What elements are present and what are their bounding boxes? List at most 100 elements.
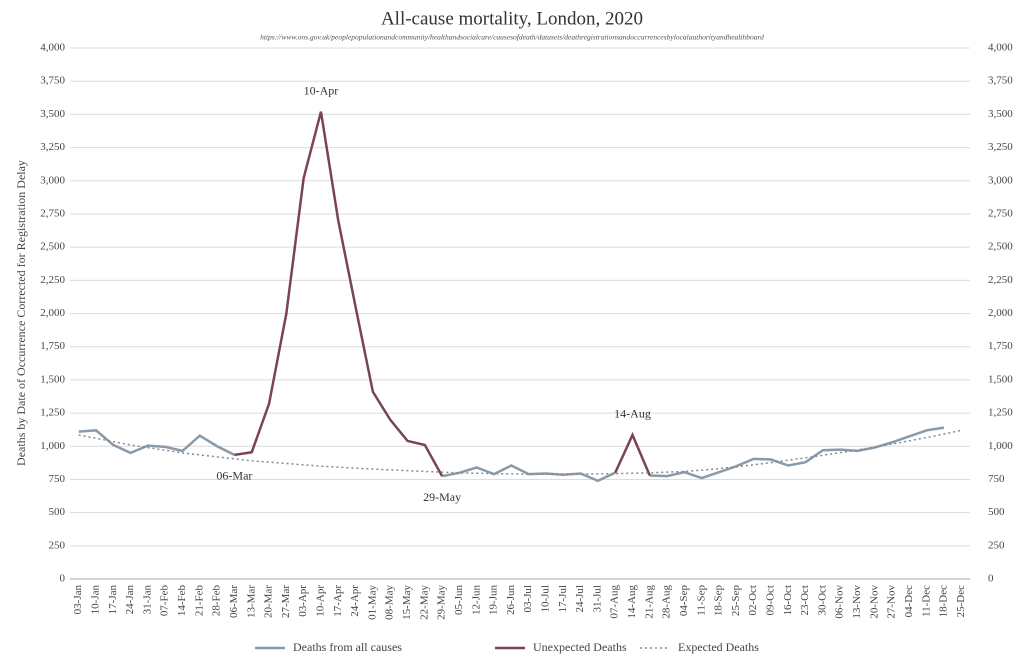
y-tick-label: 2,500 (40, 241, 65, 253)
x-tick-label: 13-Nov (851, 585, 863, 619)
x-tick-label: 04-Dec (903, 585, 915, 617)
y2-tick-label: 1,250 (988, 407, 1013, 419)
chart-title: All-cause mortality, London, 2020 (381, 8, 643, 29)
x-tick-label: 14-Feb (176, 585, 188, 617)
x-tick-label: 14-Aug (626, 585, 638, 619)
y2-tick-label: 1,500 (988, 373, 1013, 385)
y-tick-label: 1,250 (40, 407, 65, 419)
x-tick-label: 06-Mar (228, 585, 240, 618)
x-tick-label: 03-Jul (522, 585, 534, 613)
y2-tick-label: 4,000 (988, 42, 1013, 54)
x-tick-label: 09-Oct (764, 585, 776, 616)
x-tick-label: 31-Jan (141, 585, 153, 615)
y-tick-label: 3,250 (40, 141, 65, 153)
x-tick-label: 01-May (366, 585, 378, 620)
x-tick-label: 07-Feb (159, 585, 171, 617)
y2-tick-label: 1,000 (988, 440, 1013, 452)
y-tick-label: 1,750 (40, 340, 65, 352)
y-tick-label: 2,250 (40, 274, 65, 286)
annotation: 29-May (423, 490, 461, 504)
y-tick-label: 2,000 (40, 307, 65, 319)
x-tick-label: 10-Jul (539, 585, 551, 613)
y2-tick-label: 2,500 (988, 241, 1013, 253)
x-tick-label: 21-Aug (643, 585, 655, 619)
x-tick-label: 27-Nov (886, 585, 898, 619)
y2-tick-label: 2,250 (988, 274, 1013, 286)
x-tick-label: 24-Jul (574, 585, 586, 613)
legend-label: Unexpected Deaths (533, 640, 627, 654)
x-tick-label: 04-Sep (678, 585, 690, 617)
x-tick-label: 19-Jun (488, 585, 500, 615)
x-tick-label: 28-Aug (661, 585, 673, 619)
line-series (234, 111, 651, 477)
x-tick-label: 07-Aug (609, 585, 621, 619)
x-tick-label: 18-Sep (713, 585, 725, 617)
x-tick-label: 17-Jul (557, 585, 569, 613)
x-tick-label: 10-Apr (314, 585, 326, 617)
y2-tick-label: 3,500 (988, 108, 1013, 120)
y-tick-label: 3,750 (40, 75, 65, 87)
x-tick-label: 31-Jul (591, 585, 603, 613)
annotation: 14-Aug (614, 407, 651, 421)
x-tick-label: 20-Nov (868, 585, 880, 619)
x-tick-label: 11-Sep (695, 585, 707, 616)
x-tick-label: 17-Apr (332, 585, 344, 617)
x-tick-label: 06-Nov (834, 585, 846, 619)
y2-tick-label: 0 (988, 573, 994, 585)
y2-tick-label: 2,750 (988, 207, 1013, 219)
x-tick-label: 21-Feb (193, 585, 205, 617)
x-tick-label: 18-Dec (938, 585, 950, 617)
y-tick-label: 3,000 (40, 174, 65, 186)
x-tick-label: 24-Jan (124, 585, 136, 615)
x-tick-label: 26-Jun (505, 585, 517, 615)
line-series (78, 426, 945, 483)
y2-tick-label: 500 (988, 506, 1005, 518)
x-tick-label: 15-May (401, 585, 413, 620)
x-tick-label: 24-Apr (349, 585, 361, 617)
x-tick-label: 27-Mar (280, 585, 292, 618)
x-tick-label: 12-Jun (470, 585, 482, 615)
x-tick-label: 16-Oct (782, 585, 794, 616)
x-tick-label: 13-Mar (245, 585, 257, 618)
x-tick-label: 20-Mar (263, 585, 275, 618)
chart-subtitle: https://www.ons.gov.uk/peoplepopulationa… (260, 33, 764, 42)
x-tick-label: 25-Dec (955, 585, 967, 617)
annotation: 06-Mar (216, 469, 252, 483)
x-tick-label: 17-Jan (107, 585, 119, 615)
x-tick-label: 29-May (436, 585, 448, 620)
legend-label: Deaths from all causes (293, 640, 402, 654)
y2-tick-label: 3,750 (988, 75, 1013, 87)
y-tick-label: 500 (49, 506, 66, 518)
y-tick-label: 4,000 (40, 42, 65, 54)
x-tick-label: 23-Oct (799, 585, 811, 616)
x-tick-label: 03-Jan (72, 585, 84, 615)
y-tick-label: 1,500 (40, 373, 65, 385)
y-tick-label: 250 (49, 539, 66, 551)
y2-tick-label: 750 (988, 473, 1005, 485)
x-tick-label: 22-May (418, 585, 430, 620)
y2-tick-label: 1,750 (988, 340, 1013, 352)
legend-label: Expected Deaths (678, 640, 759, 654)
x-tick-label: 02-Oct (747, 585, 759, 616)
y2-tick-label: 250 (988, 539, 1005, 551)
x-tick-label: 28-Feb (211, 585, 223, 617)
y-tick-label: 750 (49, 473, 66, 485)
x-tick-label: 30-Oct (816, 585, 828, 616)
y2-tick-label: 3,250 (988, 141, 1013, 153)
x-tick-label: 05-Jun (453, 585, 465, 615)
x-tick-label: 08-May (384, 585, 396, 620)
y-tick-label: 0 (60, 573, 66, 585)
x-tick-label: 03-Apr (297, 585, 309, 617)
x-tick-label: 11-Dec (920, 585, 932, 617)
y2-tick-label: 3,000 (988, 174, 1013, 186)
y-axis-label: Deaths by Date of Occurrence Corrected f… (14, 160, 28, 466)
y-tick-label: 2,750 (40, 207, 65, 219)
y2-tick-label: 2,000 (988, 307, 1013, 319)
x-tick-label: 10-Jan (89, 585, 101, 615)
annotation: 10-Apr (304, 83, 339, 97)
y-tick-label: 3,500 (40, 108, 65, 120)
y-tick-label: 1,000 (40, 440, 65, 452)
x-tick-label: 25-Sep (730, 585, 742, 617)
